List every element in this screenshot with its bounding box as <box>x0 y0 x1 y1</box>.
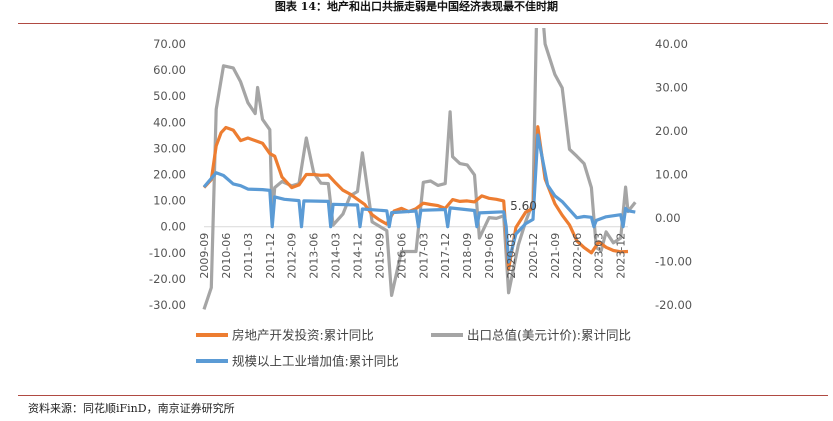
series-lines <box>202 28 637 310</box>
y-right-tick-label: 0.00 <box>655 211 681 225</box>
x-axis-ticks: 2009-09 2010-06 2011-03 2011-12 2012-09 2013-… <box>198 233 628 279</box>
y-right-tick-label: 30.00 <box>655 81 688 95</box>
x-tick-label: 2019-06 <box>483 233 496 279</box>
x-tick-label: 2011-12 <box>264 233 277 279</box>
y-right-tick-label: 20.00 <box>655 124 688 138</box>
y-left-tick-label: -20.00 <box>149 272 186 286</box>
line-chart: 70.00 60.00 50.00 40.00 30.00 20.00 10.00 0.00 -… <box>149 28 692 369</box>
x-tick-label: 2017-12 <box>439 233 452 279</box>
x-tick-label: 2012-09 <box>286 233 299 279</box>
y-left-tick-label: 0.00 <box>160 220 186 234</box>
x-tick-label: 2013-06 <box>308 233 321 279</box>
legend-label: 出口总值(美元计价):累计同比 <box>467 328 631 343</box>
y-left-tick-label: 50.00 <box>153 89 186 103</box>
x-tick-label: 2014-12 <box>352 233 365 279</box>
x-tick-label: 2023-12 <box>615 233 628 279</box>
x-tick-label: 2020-12 <box>527 233 540 279</box>
x-tick-label: 2010-06 <box>220 233 233 279</box>
x-tick-label: 2015-09 <box>373 233 386 279</box>
x-tick-label: 2022-06 <box>571 233 584 279</box>
legend-label: 房地产开发投资:累计同比 <box>232 328 374 343</box>
y-left-tick-label: 30.00 <box>153 141 186 155</box>
y-left-tick-label: 70.00 <box>153 37 186 51</box>
legend: 房地产开发投资:累计同比 出口总值(美元计价):累计同比规模以上工业增加值:累计同… <box>196 328 631 369</box>
x-tick-label: 2023-03 <box>593 233 606 279</box>
x-tick-label: 2018-09 <box>461 233 474 279</box>
bottom-rule <box>18 395 828 396</box>
y-left-tick-label: 60.00 <box>153 63 186 77</box>
series-line-2 <box>202 28 637 310</box>
source-note: 资料来源：同花顺iFinD，南京证券研究所 <box>28 402 235 415</box>
x-tick-label: 2021-09 <box>549 233 562 279</box>
y-right-tick-label: -10.00 <box>655 255 692 269</box>
x-tick-label: 2017-03 <box>417 233 430 279</box>
data-label: 5.60 <box>510 199 537 213</box>
figure-title: 图表 14：地产和出口共振走弱是中国经济表现最不佳时期 <box>274 0 559 13</box>
x-tick-label: 2016-06 <box>395 233 408 279</box>
x-tick-label: 2009-09 <box>198 233 211 279</box>
y-right-tick-label: -20.00 <box>655 298 692 312</box>
y-right-tick-label: 10.00 <box>655 168 688 182</box>
legend-label: 规模以上工业增加值:累计同比 <box>232 354 399 369</box>
y-axis-left: 70.00 60.00 50.00 40.00 30.00 20.00 10.00 0.00 -… <box>149 37 186 312</box>
series-line-3 <box>202 133 636 264</box>
y-left-tick-label: 20.00 <box>153 168 186 182</box>
y-left-tick-label: 40.00 <box>153 115 186 129</box>
y-left-tick-label: -30.00 <box>149 298 186 312</box>
x-tick-label: 2020-03 <box>505 233 518 279</box>
x-tick-label: 2014-03 <box>330 233 343 279</box>
y-left-tick-label: -10.00 <box>149 246 186 260</box>
y-right-tick-label: 40.00 <box>655 37 688 51</box>
y-axis-right: 40.00 30.00 20.00 10.00 0.00 -10.00 -20.00 <box>655 37 692 312</box>
y-left-tick-label: 10.00 <box>153 194 186 208</box>
annotations: 5.60 <box>510 199 537 213</box>
x-tick-label: 2011-03 <box>242 233 255 279</box>
top-rule <box>18 23 828 24</box>
